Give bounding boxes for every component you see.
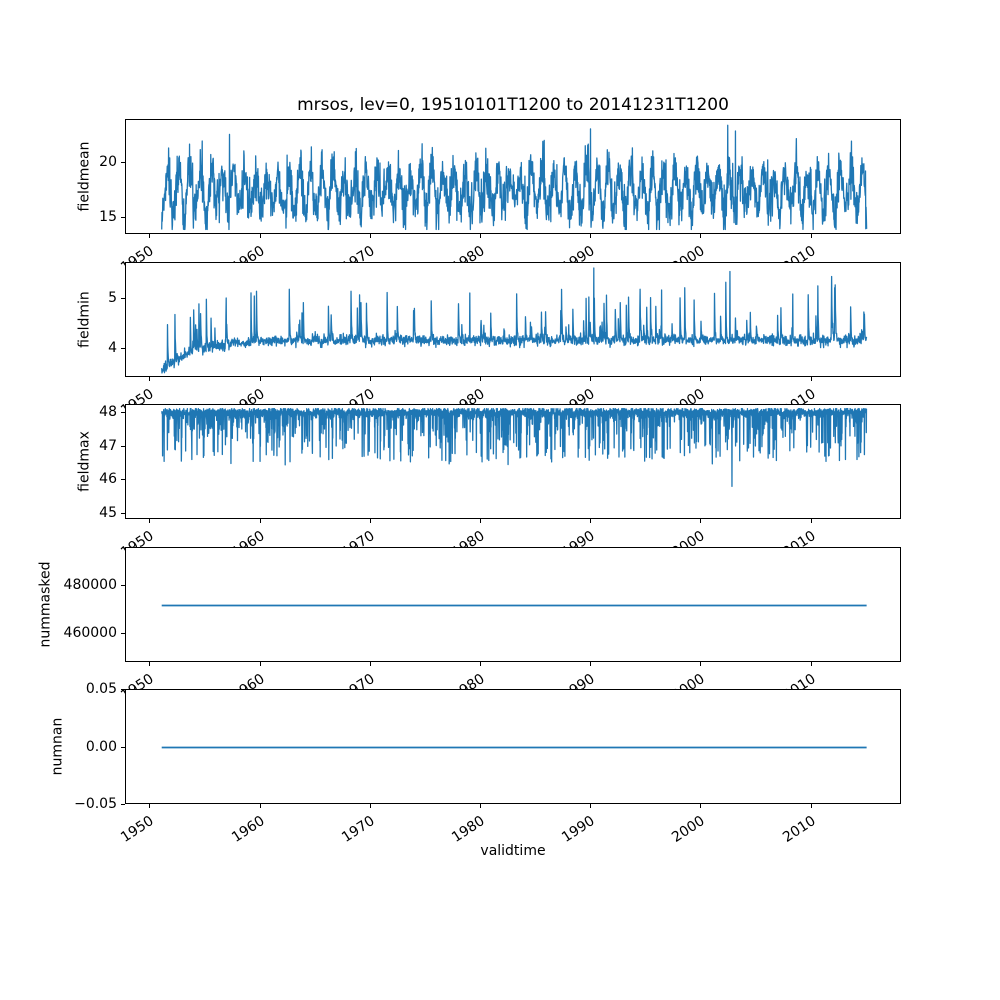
xtick-mark [810,519,812,523]
ytick-label: 460000 [63,625,117,642]
xtick-mark [479,519,481,523]
xtick-mark [590,376,592,381]
xtick-mark [369,661,371,666]
subplot-axes-fieldmean [125,119,901,234]
ytick-mark [121,445,125,447]
ytick-label: 0.05 [85,681,117,697]
ytick-label: 0.00 [85,738,117,755]
xtick-mark [259,376,261,381]
ytick-label: 47 [99,437,117,454]
subplot-axes-fieldmin [125,261,901,377]
ytick-label: 4 [108,339,117,356]
xtick-mark [700,804,702,808]
xtick-mark [369,234,371,238]
series-plot-fieldmean [161,124,868,231]
xtick-mark [259,519,261,523]
ytick-mark [121,162,125,164]
xtick-mark [810,661,812,666]
xtick-mark [590,804,592,808]
ytick-mark [121,297,125,299]
xtick-mark [259,804,261,808]
x-axis-label: validtime [480,843,546,859]
y-axis-label-fieldmin: fieldmin [76,290,93,348]
y-axis-label-fieldmean: fieldmean [76,141,93,212]
xtick-mark [590,234,592,238]
ytick-mark [121,584,125,586]
y-axis-label-fieldmax: fieldmax [76,431,93,492]
ytick-mark [121,689,125,690]
xtick-mark [590,519,592,523]
ytick-label: 45 [99,504,117,521]
xtick-mark [700,376,702,381]
ytick-mark [121,217,125,219]
xtick-mark [149,804,151,808]
ytick-label: 480000 [63,576,117,593]
xtick-mark [369,376,371,381]
ytick-label: 46 [99,471,117,488]
ytick-label: 15 [99,209,117,226]
ytick-mark [121,512,125,514]
xtick-mark [479,234,481,238]
ytick-label: −0.05 [74,796,117,812]
xtick-mark [259,234,261,238]
xtick-mark [810,804,812,808]
y-axis-label-nummasked: nummasked [37,561,54,648]
series-plot-fieldmax [161,408,868,488]
xtick-mark [149,519,151,523]
y-axis-label-numnan: numnan [49,717,66,776]
chart-title: mrsos, lev=0, 19510101T1200 to 20141231T… [297,95,729,115]
series-plot-nummasked [161,604,867,606]
series-plot-numnan [161,746,867,749]
ytick-mark [121,804,125,805]
subplot-axes-nummasked [125,546,901,662]
xtick-mark [479,376,481,381]
series-line-fieldmin [161,266,868,374]
ytick-mark [121,412,125,414]
xtick-mark [479,804,481,808]
xtick-mark [369,804,371,808]
xtick-mark [149,376,151,381]
ytick-mark [121,746,125,748]
series-line-fieldmean [161,124,868,231]
ytick-label: 20 [99,154,117,171]
xtick-mark [590,661,592,666]
xtick-mark [369,519,371,523]
xtick-mark [149,661,151,666]
xtick-mark [810,234,812,238]
xtick-mark [259,661,261,666]
subplot-axes-numnan [125,689,901,804]
ytick-mark [121,633,125,635]
xtick-mark [479,661,481,666]
ytick-mark [121,479,125,481]
series-plot-fieldmin [161,266,868,374]
subplot-axes-fieldmax [125,404,901,519]
ytick-mark [121,347,125,349]
xtick-mark [700,661,702,666]
xtick-mark [810,376,812,381]
xtick-mark [700,519,702,523]
xtick-mark [149,234,151,238]
xtick-mark [700,234,702,238]
ytick-label: 48 [99,404,117,421]
ytick-label: 5 [108,289,117,306]
series-line-fieldmax [161,408,868,488]
